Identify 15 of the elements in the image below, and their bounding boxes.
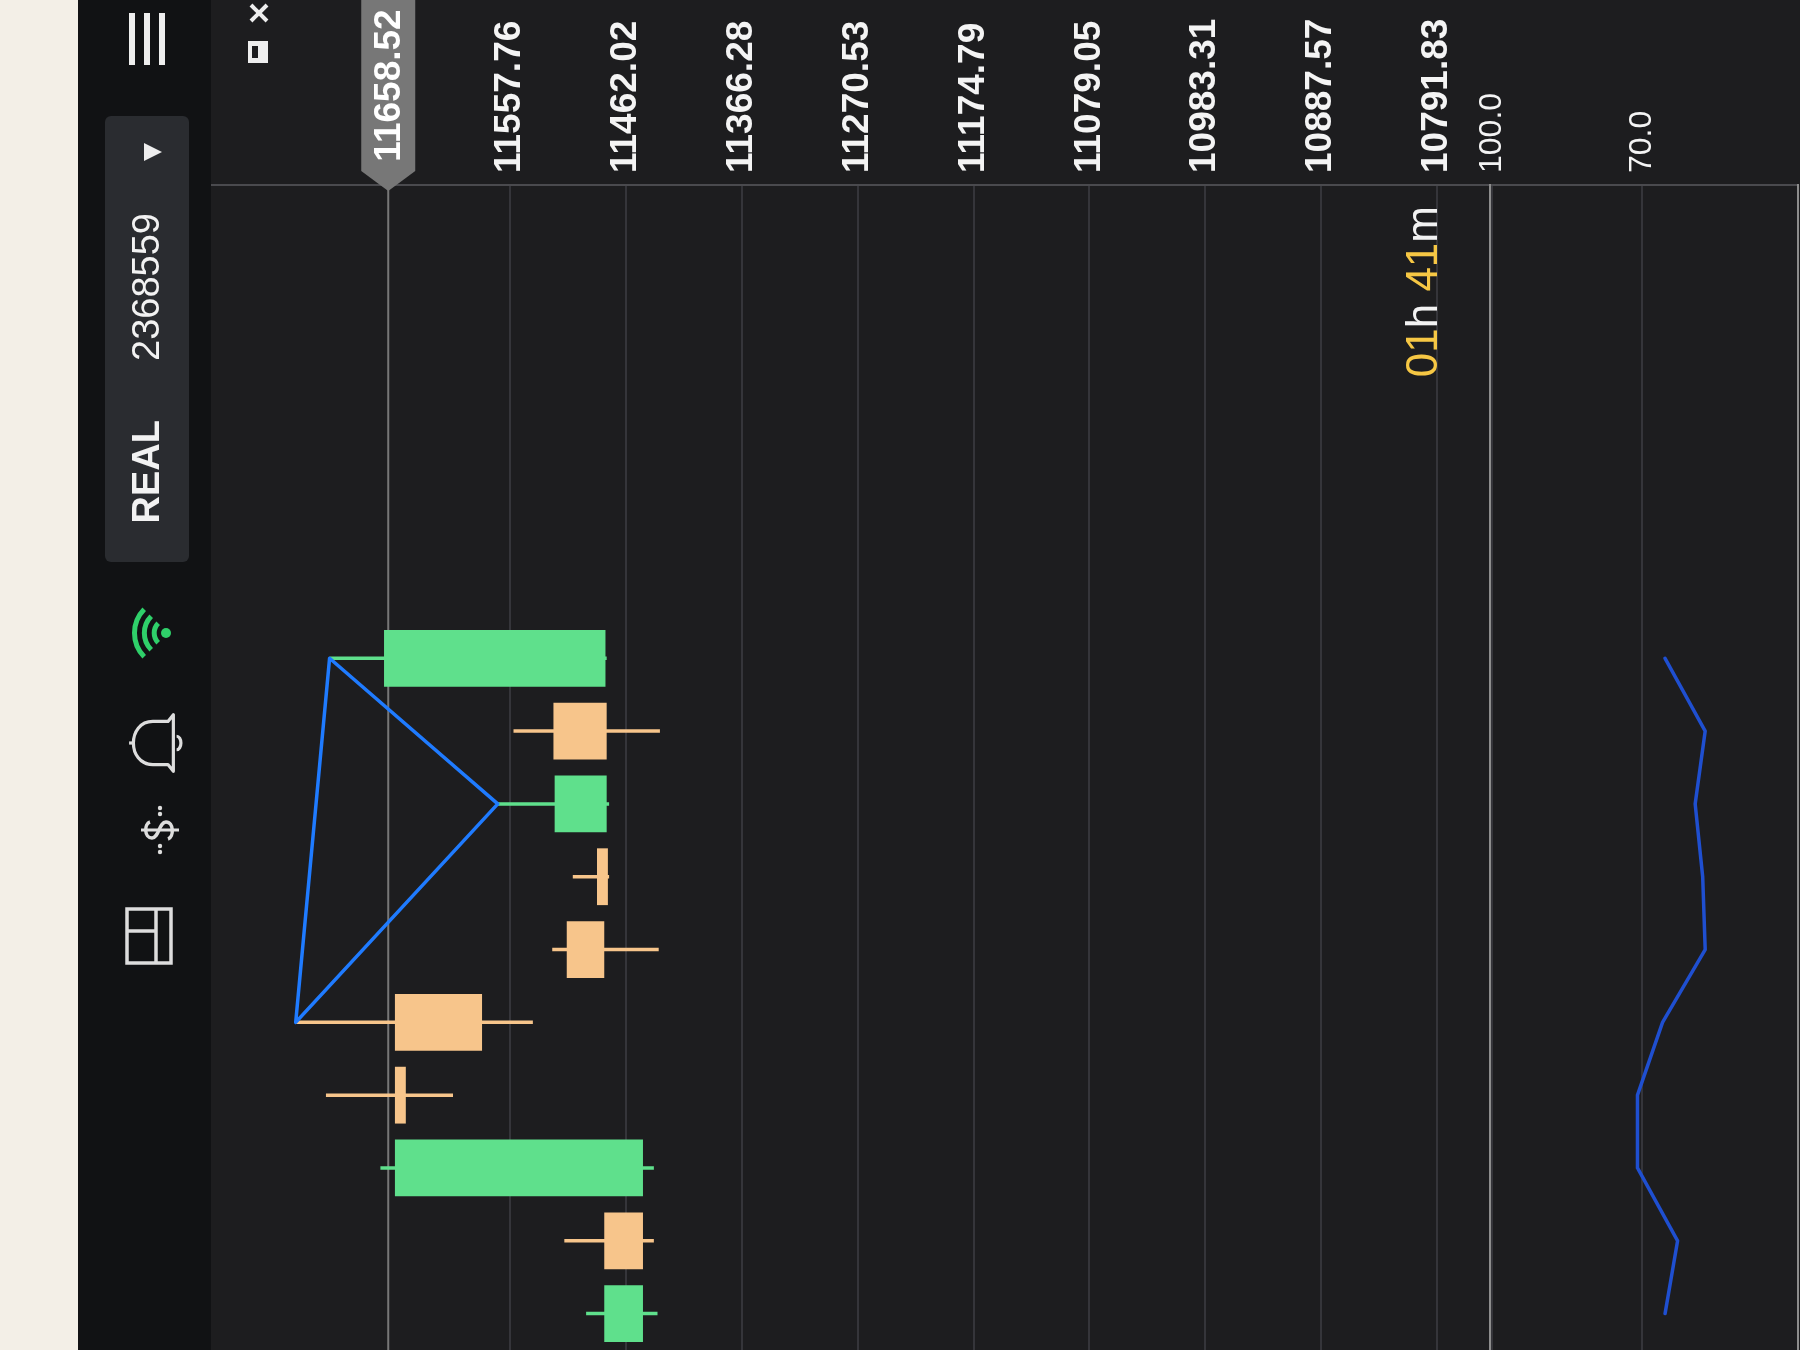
x-tick-label: 100.0 <box>1471 92 1508 173</box>
x-tick-label: 11270.53 <box>834 20 876 173</box>
x-tick-label: 11557.76 <box>487 20 529 173</box>
ref-line-label: 11658.52 <box>367 9 409 162</box>
annotation: 01h 41m <box>1397 206 1446 378</box>
x-tick-label: 11079.05 <box>1066 20 1108 173</box>
x-tick-label: 10791.83 <box>1414 18 1456 173</box>
x-tick-label: 11174.79 <box>950 22 992 173</box>
text: 2368559 <box>125 213 167 361</box>
text: REAL <box>125 420 167 524</box>
x-tick-label: 10983.31 <box>1182 18 1224 173</box>
x-tick-label: 70.0 <box>1622 110 1659 173</box>
x-tick-label: 11366.28 <box>719 20 761 173</box>
x-tick-label: 11462.02 <box>603 20 645 173</box>
x-tick-label: 10887.57 <box>1298 18 1340 173</box>
